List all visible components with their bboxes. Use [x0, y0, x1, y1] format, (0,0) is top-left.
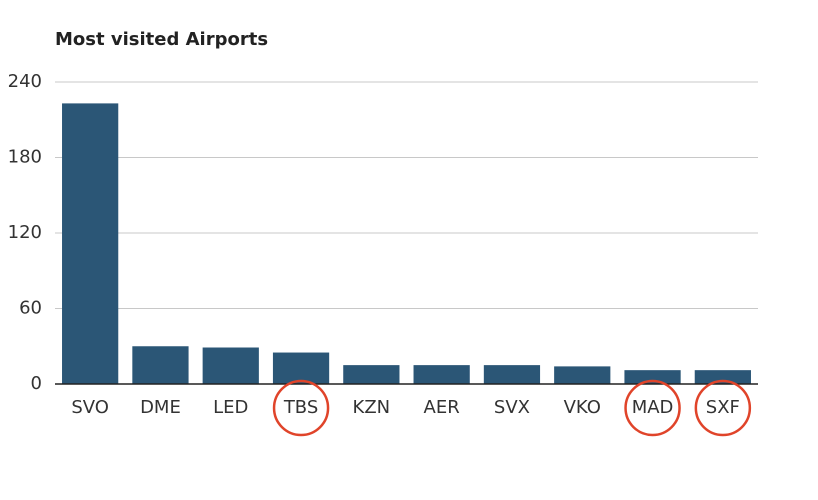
bar: [202, 347, 259, 384]
highlight-circle: [694, 379, 752, 437]
x-tick-label: TBS: [283, 397, 318, 418]
x-tick-label: LED: [213, 397, 248, 418]
bar: [554, 366, 611, 384]
y-tick-label: 0: [31, 373, 42, 394]
x-tick-label: KZN: [353, 397, 391, 418]
y-tick-label: 120: [8, 222, 42, 243]
y-tick-label: 240: [8, 71, 42, 92]
x-tick-label: AER: [424, 397, 460, 418]
bar: [624, 370, 681, 384]
bar: [62, 103, 119, 385]
highlight-circle: [272, 379, 330, 437]
x-tick-label: MAD: [632, 397, 674, 418]
y-tick-label: 60: [19, 298, 42, 319]
x-tick-label: DME: [140, 397, 181, 418]
bar: [272, 352, 330, 384]
bar: [343, 365, 400, 384]
x-tick-label: SXF: [706, 397, 740, 418]
bar: [132, 346, 189, 384]
y-tick-label: 180: [8, 147, 42, 168]
bar: [483, 365, 541, 384]
x-tick-label: VKO: [564, 397, 601, 418]
highlight-circle: [624, 379, 681, 437]
chart-title: Most visited Airports: [55, 29, 268, 50]
x-tick-label: SVX: [494, 397, 530, 418]
bar: [694, 370, 751, 384]
x-tick-label: SVO: [71, 397, 109, 418]
bar: [413, 365, 470, 384]
